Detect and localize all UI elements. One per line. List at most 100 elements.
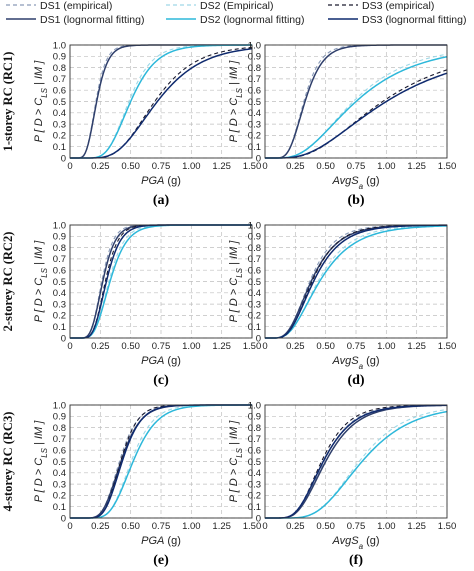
- x-tick-label: 0.50: [316, 341, 335, 352]
- y-tick-label: 0.2: [53, 311, 66, 322]
- y-axis-label: P [ D > CLS | IM ]: [228, 240, 244, 323]
- y-tick-label: 0.5: [248, 97, 261, 108]
- panel-label: (b): [347, 193, 364, 208]
- y-tick-label: 0.5: [53, 457, 66, 468]
- y-tick-label: 0.8: [53, 243, 66, 254]
- x-tick-label: 0.25: [91, 521, 110, 532]
- series-line-fitting: [265, 72, 448, 159]
- y-tick-label: 1.0: [53, 40, 66, 51]
- y-axis-label: P [ D > CLS | IM ]: [33, 420, 49, 503]
- y-tick-label: 0.3: [248, 479, 261, 490]
- plot-frame: [69, 404, 253, 519]
- x-tick-label: 0.50: [121, 521, 140, 532]
- x-tick-label: 0.75: [152, 521, 171, 532]
- y-tick-label: 0.5: [53, 97, 66, 108]
- x-tick-label: 1.50: [243, 341, 262, 352]
- x-tick-label: 1.50: [243, 521, 262, 532]
- y-tick-label: 0: [256, 513, 261, 524]
- y-tick-label: 0.4: [248, 108, 261, 119]
- y-tick-label: 0: [61, 153, 66, 164]
- y-tick-label: 0.9: [53, 412, 66, 423]
- legend-label: DS1 (lognormal fitting): [40, 14, 144, 26]
- y-tick-label: 0.2: [248, 491, 261, 502]
- y-tick-label: 0.3: [53, 299, 66, 310]
- x-tick-label: 0.75: [347, 341, 366, 352]
- x-tick-label: 0: [262, 341, 267, 352]
- y-tick-label: 0.6: [248, 86, 261, 97]
- x-tick-label: 0.50: [121, 161, 140, 172]
- x-tick-label: 1.25: [212, 341, 231, 352]
- x-tick-label: 1.00: [377, 341, 396, 352]
- legend-label: DS2 (Empirical): [200, 0, 274, 12]
- y-tick-label: 0.4: [53, 108, 66, 119]
- x-axis-label: AvgSa (g): [331, 535, 379, 551]
- x-tick-label: 0.75: [347, 521, 366, 532]
- plot-frame: [69, 44, 253, 159]
- y-tick-label: 0.4: [53, 288, 66, 299]
- x-axis-label: AvgSa (g): [331, 355, 379, 371]
- y-tick-label: 0.6: [53, 446, 66, 457]
- x-tick-label: 0: [67, 521, 72, 532]
- x-tick-label: 1.25: [407, 161, 426, 172]
- legend-label: DS3 (empirical): [362, 0, 434, 12]
- x-tick-label: 1.50: [243, 161, 262, 172]
- y-tick-label: 0.1: [248, 322, 261, 333]
- y-tick-label: 0.7: [248, 254, 261, 265]
- x-tick-label: 1.50: [438, 521, 457, 532]
- panel-label: (d): [347, 373, 364, 388]
- x-tick-label: 1.00: [182, 161, 201, 172]
- y-tick-label: 0.2: [53, 491, 66, 502]
- x-tick-label: 0.75: [152, 341, 171, 352]
- panel-f: 0 0.25 0.50 0.75 1.00 1.25 1.5000.10.20.30.40.…: [228, 400, 456, 568]
- x-tick-label: 0.50: [316, 521, 335, 532]
- x-tick-label: 1.50: [438, 161, 457, 172]
- y-tick-label: 0.5: [248, 457, 261, 468]
- x-axis-label: PGA (g): [141, 175, 181, 187]
- y-tick-label: 0.2: [53, 131, 66, 142]
- x-tick-label: 1.00: [182, 521, 201, 532]
- y-tick-label: 0.3: [248, 299, 261, 310]
- y-tick-label: 0.1: [53, 142, 66, 153]
- x-tick-label: 0: [262, 161, 267, 172]
- x-tick-label: 0.25: [286, 521, 305, 532]
- y-tick-label: 0.7: [53, 74, 66, 85]
- panel-c: 0 0.25 0.50 0.75 1.00 1.25 1.5000.10.20.30.40.…: [33, 220, 261, 388]
- y-tick-label: 0.9: [53, 52, 66, 63]
- panel-label: (c): [153, 373, 169, 388]
- y-tick-label: 0.9: [53, 232, 66, 243]
- y-tick-label: 0.4: [248, 288, 261, 299]
- x-tick-label: 0.25: [91, 161, 110, 172]
- y-tick-label: 0.8: [248, 243, 261, 254]
- y-axis-label: P [ D > CLS | IM ]: [228, 60, 244, 143]
- y-tick-label: 0.5: [248, 277, 261, 288]
- y-tick-label: 0.3: [53, 479, 66, 490]
- x-tick-label: 0.75: [347, 161, 366, 172]
- x-tick-label: 0.50: [121, 341, 140, 352]
- legend-label: DS2 (lognormal fitting): [200, 14, 304, 26]
- y-tick-label: 0.6: [53, 86, 66, 97]
- panel-label: (f): [349, 553, 363, 568]
- x-tick-label: 1.00: [377, 161, 396, 172]
- y-tick-label: 0.7: [53, 254, 66, 265]
- panel-label: (a): [153, 193, 170, 208]
- y-tick-label: 0.2: [248, 311, 261, 322]
- x-tick-label: 0.25: [91, 341, 110, 352]
- y-tick-label: 1.0: [248, 40, 261, 51]
- x-tick-label: 0.50: [316, 161, 335, 172]
- y-axis-label: P [ D > CLS | IM ]: [33, 60, 49, 143]
- panel-d: 0 0.25 0.50 0.75 1.00 1.25 1.5000.10.20.30.40.…: [228, 220, 456, 388]
- plot-frame: [264, 404, 448, 519]
- y-tick-label: 0.8: [248, 423, 261, 434]
- x-tick-label: 0: [67, 161, 72, 172]
- row-label: 1-storey RC (RC1): [1, 52, 15, 152]
- y-tick-label: 0.1: [53, 502, 66, 513]
- x-tick-label: 1.00: [182, 341, 201, 352]
- x-tick-label: 1.25: [212, 161, 231, 172]
- series-line-fitting: [265, 55, 448, 159]
- y-axis-label: P [ D > CLS | IM ]: [228, 420, 244, 503]
- y-tick-label: 1.0: [248, 220, 261, 231]
- y-tick-label: 1.0: [248, 400, 261, 411]
- x-tick-label: 0.25: [286, 341, 305, 352]
- y-tick-label: 0.8: [248, 63, 261, 74]
